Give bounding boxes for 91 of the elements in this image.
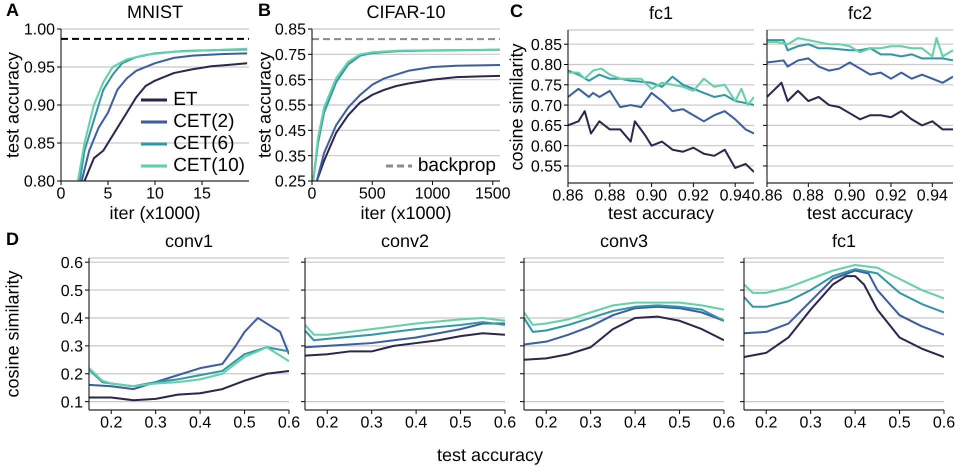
x-tick-label: 0.4 bbox=[188, 414, 212, 432]
y-tick-label: 0.75 bbox=[274, 47, 306, 64]
x-tick-label: 0.94 bbox=[720, 187, 751, 204]
chart-title: conv3 bbox=[598, 231, 650, 252]
x-tick-label: 0.5 bbox=[668, 414, 691, 432]
x-tick-label: 0.92 bbox=[875, 187, 907, 204]
text: D bbox=[6, 229, 19, 250]
x-tick-label: 0 bbox=[308, 185, 317, 202]
x-tick-label: 1500 bbox=[474, 185, 511, 202]
x-tick-label: 0.90 bbox=[834, 187, 866, 204]
x-tick-label: 5 bbox=[104, 185, 113, 202]
line-series bbox=[568, 88, 754, 134]
x-tick-label: 0.90 bbox=[636, 187, 668, 204]
y-axis-title: cosine similarity bbox=[506, 42, 528, 170]
chart-title: conv1 bbox=[164, 231, 214, 252]
x-tick-label: 0.4 bbox=[844, 414, 866, 432]
y-tick-label: 0.25 bbox=[274, 174, 306, 191]
y-tick-label: 0.85 bbox=[274, 22, 306, 39]
x-tick-label: 0.2 bbox=[755, 414, 778, 432]
x-tick-label: 0.4 bbox=[624, 414, 646, 432]
y-tick-label: 0.3 bbox=[60, 338, 84, 356]
x-tick-label: 0.86 bbox=[751, 187, 783, 204]
y-tick-label: 0.2 bbox=[60, 366, 84, 384]
x-tick-label: 0.3 bbox=[360, 414, 383, 432]
y-tick-label: 1.00 bbox=[24, 22, 56, 39]
y-tick-label: 0.80 bbox=[530, 57, 562, 74]
x-tick-label: 15 bbox=[193, 185, 211, 202]
y-tick-label: 0.35 bbox=[274, 148, 306, 166]
y-tick-label: 0.45 bbox=[274, 123, 306, 140]
x-tick-label: 0.2 bbox=[100, 414, 122, 432]
y-tick-label: 0.60 bbox=[530, 138, 562, 156]
text: C bbox=[510, 1, 523, 22]
y-tick-label: 0.55 bbox=[530, 158, 562, 176]
x-tick-label: 0.6 bbox=[494, 414, 516, 432]
y-tick-label: 0.6 bbox=[60, 254, 84, 272]
line-series bbox=[568, 110, 754, 174]
legend-label: CET(6) bbox=[173, 133, 234, 155]
y-tick-label: 0.90 bbox=[24, 98, 56, 115]
x-tick-label: 0.88 bbox=[594, 187, 626, 204]
legend-label: backprop bbox=[418, 155, 496, 177]
y-axis-title: test accuracy bbox=[2, 52, 24, 158]
y-tick-label: 0.55 bbox=[274, 98, 306, 115]
y-axis-title: test accuracy bbox=[254, 52, 276, 158]
x-axis-title: test accuracy bbox=[436, 445, 544, 466]
y-tick-label: 0.95 bbox=[24, 60, 56, 77]
y-tick-label: 0.80 bbox=[24, 174, 56, 191]
x-tick-label: 0.2 bbox=[316, 414, 338, 432]
text: A bbox=[6, 0, 19, 21]
y-tick-label: 0.4 bbox=[60, 310, 84, 328]
x-tick-label: 0.92 bbox=[678, 187, 710, 204]
x-axis-title: test accuracy bbox=[608, 203, 714, 224]
x-tick-label: 0.6 bbox=[712, 414, 736, 432]
chart-title: CIFAR-10 bbox=[365, 2, 447, 23]
x-tick-label: 0.5 bbox=[233, 414, 256, 432]
x-tick-label: 0.88 bbox=[792, 187, 824, 204]
chart-title: fc1 bbox=[648, 3, 674, 24]
x-tick-label: 0.5 bbox=[888, 414, 911, 432]
x-tick-label: 0 bbox=[56, 185, 66, 202]
x-tick-label: 0.5 bbox=[449, 414, 472, 432]
x-tick-label: 0.94 bbox=[916, 187, 948, 204]
y-axis-title: cosine similarity bbox=[2, 270, 24, 398]
y-tick-label: 0.65 bbox=[274, 72, 306, 90]
x-axis-title: iter (x1000) bbox=[360, 203, 452, 224]
y-tick-label: 0.1 bbox=[60, 394, 84, 412]
legend-label: ET bbox=[173, 89, 198, 111]
x-tick-label: 10 bbox=[146, 185, 164, 202]
text: B bbox=[258, 0, 271, 21]
line-series bbox=[89, 370, 289, 402]
x-tick-label: 0.6 bbox=[932, 414, 955, 432]
chart-title: fc2 bbox=[846, 3, 873, 24]
x-tick-label: 0.86 bbox=[552, 187, 584, 204]
y-tick-label: 0.65 bbox=[530, 118, 562, 136]
legend-label: CET(10) bbox=[173, 155, 245, 177]
x-tick-label: 0.3 bbox=[800, 414, 822, 432]
x-axis-title: test accuracy bbox=[806, 203, 914, 224]
chart-title: MNIST bbox=[126, 2, 184, 23]
chart-title: conv2 bbox=[380, 231, 430, 252]
y-tick-label: 0.85 bbox=[530, 36, 562, 54]
y-tick-label: 0.70 bbox=[530, 98, 562, 115]
y-tick-label: 0.5 bbox=[60, 282, 84, 300]
x-tick-label: 0.3 bbox=[580, 414, 602, 432]
y-tick-label: 0.85 bbox=[24, 136, 56, 153]
line-series bbox=[89, 316, 289, 390]
x-tick-label: 500 bbox=[358, 185, 386, 202]
x-tick-label: 0.4 bbox=[404, 414, 428, 432]
x-axis-title: iter (x1000) bbox=[109, 203, 201, 224]
y-tick-label: 0.75 bbox=[530, 77, 562, 94]
x-tick-label: 1000 bbox=[414, 185, 450, 202]
x-tick-label: 0.3 bbox=[144, 414, 167, 432]
legend-label: CET(2) bbox=[173, 111, 234, 133]
chart-title: fc1 bbox=[830, 231, 857, 252]
